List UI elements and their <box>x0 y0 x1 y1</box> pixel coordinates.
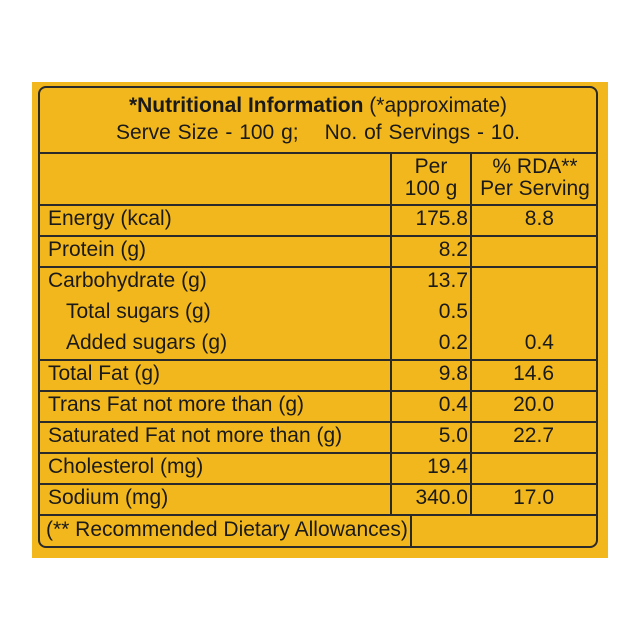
row-divider <box>40 483 596 485</box>
nutrient-name: Energy (kcal) <box>48 207 172 230</box>
per-100g-value: 19.4 <box>427 455 468 478</box>
row-divider <box>40 266 596 268</box>
rda-header-line1: % RDA** <box>492 155 578 178</box>
rda-header-line2: Per Serving <box>480 177 590 200</box>
rda-value: 8.8 <box>524 207 554 230</box>
row-divider <box>40 204 596 206</box>
approximate-note: (*approximate) <box>369 94 508 117</box>
row-divider <box>40 421 596 423</box>
rda-value: 14.6 <box>513 362 554 385</box>
column-divider-2 <box>470 152 472 516</box>
nutrition-table: Per 100 g % RDA** Per Serving Energy (kc… <box>40 152 596 516</box>
label-header: *Nutritional Information (*approximate) … <box>40 88 596 152</box>
rda-value: 22.7 <box>513 424 554 447</box>
rda-value: 20.0 <box>513 393 554 416</box>
column-header-row: Per 100 g % RDA** Per Serving <box>40 152 596 204</box>
nutrient-name: Total sugars (g) <box>66 300 211 323</box>
nutrition-label: *Nutritional Information (*approximate) … <box>32 82 608 558</box>
nutrient-name: Carbohydrate (g) <box>48 269 207 292</box>
per-100g-value: 0.4 <box>438 393 468 416</box>
per-100g-header: Per 100 g <box>392 156 470 200</box>
rda-header: % RDA** Per Serving <box>472 155 596 200</box>
rda-value: 0.4 <box>524 331 554 354</box>
nutrient-name: Protein (g) <box>48 238 147 261</box>
serve-size: Serve Size - 100 g; <box>115 121 299 144</box>
per-100g-value: 9.8 <box>438 362 468 385</box>
per-header-line2: 100 g <box>404 177 458 200</box>
nutrition-table-frame: *Nutritional Information (*approximate) … <box>38 86 598 548</box>
label-footer: (** Recommended Dietary Allowances) <box>40 514 596 546</box>
per-header-line1: Per <box>414 155 448 178</box>
column-divider-1 <box>390 152 392 516</box>
per-100g-value: 13.7 <box>427 269 468 292</box>
nutrient-name: Cholesterol (mg) <box>48 455 204 478</box>
nutrient-name: Total Fat (g) <box>48 362 161 385</box>
nutrient-name: Sodium (mg) <box>48 486 169 509</box>
rda-value: 17.0 <box>513 486 554 509</box>
nutrient-name: Trans Fat not more than (g) <box>48 393 304 416</box>
per-100g-value: 0.5 <box>438 300 468 323</box>
per-100g-value: 175.8 <box>415 207 468 230</box>
per-100g-value: 8.2 <box>438 238 468 261</box>
per-100g-value: 5.0 <box>438 424 468 447</box>
row-divider <box>40 235 596 237</box>
row-divider <box>40 452 596 454</box>
rda-footnote: (** Recommended Dietary Allowances) <box>46 516 412 546</box>
nutrient-name: Saturated Fat not more than (g) <box>48 424 343 447</box>
servings-count: No. of Servings - 10. <box>324 121 520 144</box>
nutrient-name: Added sugars (g) <box>66 331 228 354</box>
row-divider <box>40 359 596 361</box>
label-title: *Nutritional Information <box>128 94 364 117</box>
per-100g-value: 0.2 <box>438 331 468 354</box>
per-100g-value: 340.0 <box>415 486 468 509</box>
row-divider <box>40 390 596 392</box>
